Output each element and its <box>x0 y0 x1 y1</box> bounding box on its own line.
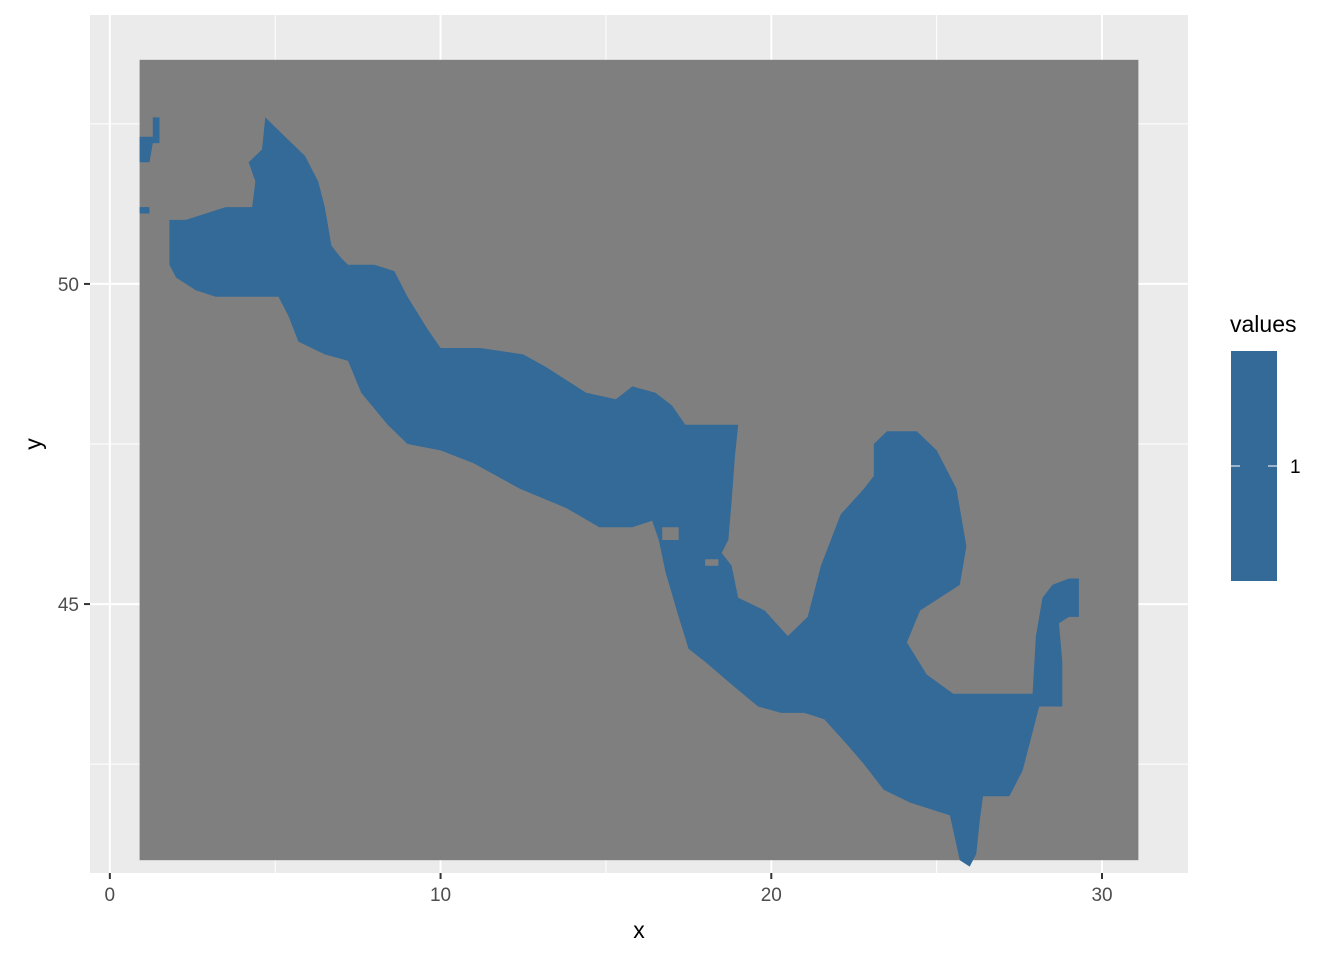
x-axis-ticks: 0 10 20 30 <box>105 873 1113 906</box>
legend-label: 1 <box>1290 457 1301 478</box>
legend: values 1 <box>1230 311 1301 581</box>
y-axis-title: y <box>20 438 46 450</box>
x-tick-label: 10 <box>430 885 451 906</box>
x-tick-label: 0 <box>105 885 116 906</box>
x-axis-title: x <box>633 917 645 943</box>
legend-title: values <box>1230 311 1296 337</box>
y-axis-ticks: 45 50 <box>58 275 90 616</box>
y-tick-label: 45 <box>58 595 79 616</box>
x-tick-label: 30 <box>1091 885 1112 906</box>
x-tick-label: 20 <box>761 885 782 906</box>
y-tick-label: 50 <box>58 275 79 296</box>
raster-region <box>139 117 1079 867</box>
